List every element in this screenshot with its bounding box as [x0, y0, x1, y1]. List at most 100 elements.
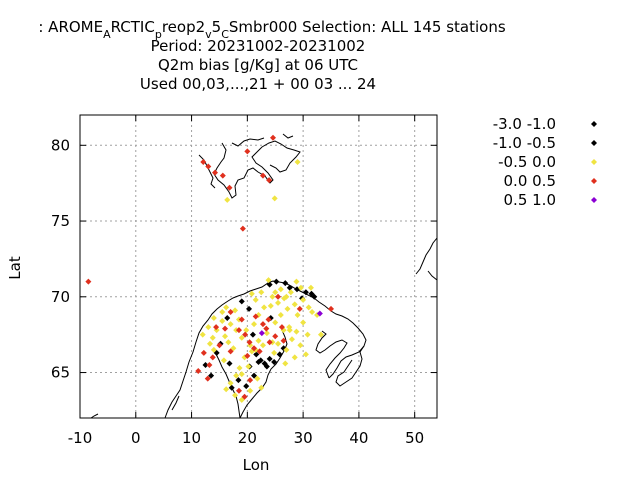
x-tick-label: 30: [294, 429, 313, 447]
data-point: [280, 337, 287, 344]
data-point: [223, 304, 230, 311]
data-point: [282, 280, 289, 287]
data-point: [275, 293, 282, 300]
data-point: [226, 184, 233, 191]
data-point: [307, 284, 314, 291]
data-point: [271, 195, 278, 202]
data-point: [220, 357, 227, 364]
legend: -3.0 -1.0-1.0 -0.5-0.5 0.00.0 0.50.5 1.0: [493, 115, 597, 209]
data-point: [277, 311, 284, 318]
chart-title-line-1: : AROMEARCTICpreop2v5CSmbr000 Selection:…: [38, 18, 505, 41]
data-point: [199, 331, 206, 338]
data-point: [291, 354, 298, 361]
data-point: [270, 134, 277, 141]
data-point: [85, 278, 92, 285]
data-point: [224, 196, 231, 203]
data-point: [238, 334, 245, 341]
data-point: [266, 355, 273, 362]
data-point: [224, 315, 231, 322]
data-point: [273, 278, 280, 285]
data-point: [210, 346, 217, 353]
chart-period: Period: 20231002-20231002: [151, 37, 366, 55]
data-point: [294, 311, 301, 318]
data-point: [252, 296, 259, 303]
y-axis-label: Lat: [6, 256, 24, 280]
plot-area: [79, 114, 438, 419]
data-point: [245, 363, 252, 370]
data-point: [241, 393, 248, 400]
data-point: [305, 304, 312, 311]
chart-used-line: Used 00,03,...,21 + 00 03 ... 24: [140, 75, 376, 93]
data-point: [247, 377, 254, 384]
data-point: [297, 342, 304, 349]
data-point: [261, 304, 268, 311]
data-point: [272, 319, 279, 326]
data-point: [227, 348, 234, 355]
data-point: [275, 299, 282, 306]
data-point: [283, 346, 290, 353]
data-point: [227, 321, 234, 328]
data-point: [216, 342, 223, 349]
data-point: [263, 325, 270, 332]
data-point: [300, 296, 307, 303]
data-point: [225, 339, 232, 346]
data-point: [244, 352, 251, 359]
data-point: [219, 318, 226, 325]
y-tick-label: 75: [51, 212, 70, 230]
data-point: [317, 331, 324, 338]
data-point: [266, 281, 273, 288]
data-point: [296, 305, 303, 312]
data-points: [85, 134, 335, 403]
data-point: [265, 316, 272, 323]
plot-frame: [79, 114, 438, 419]
legend-marker: [591, 121, 597, 127]
data-point: [271, 349, 278, 356]
data-point: [246, 339, 253, 346]
data-point: [251, 372, 258, 379]
legend-marker: [591, 178, 597, 184]
data-point: [206, 340, 213, 347]
data-point: [255, 358, 262, 365]
data-point: [309, 308, 316, 315]
data-point: [238, 298, 245, 305]
data-point: [248, 290, 255, 297]
data-point: [202, 361, 209, 368]
data-point: [288, 336, 295, 343]
data-point: [223, 386, 230, 393]
data-point: [219, 172, 226, 179]
data-point: [258, 289, 265, 296]
data-point: [253, 351, 260, 358]
x-tick-label: 10: [182, 429, 201, 447]
data-point: [259, 321, 266, 328]
data-point: [222, 333, 229, 340]
legend-marker: [591, 140, 597, 146]
legend-marker: [591, 197, 597, 203]
data-point: [259, 172, 266, 179]
data-point: [266, 339, 273, 346]
data-point: [232, 392, 239, 399]
data-point: [205, 163, 212, 170]
data-point: [243, 383, 250, 390]
data-point: [219, 308, 226, 315]
data-point: [328, 305, 335, 312]
grid-lines: [80, 115, 437, 418]
data-point: [269, 293, 276, 300]
y-tick-label: 65: [51, 364, 70, 382]
data-point: [297, 284, 304, 291]
data-point: [281, 295, 288, 302]
data-point: [254, 375, 261, 382]
data-point: [316, 310, 323, 317]
data-point: [227, 308, 234, 315]
y-tick-label: 80: [51, 136, 70, 154]
data-point: [244, 148, 251, 155]
data-point: [236, 365, 243, 372]
chart-parameter: Q2m bias [g/Kg] at 06 UTC: [158, 56, 358, 74]
data-point: [205, 324, 212, 331]
data-point: [293, 278, 300, 285]
data-point: [235, 327, 242, 334]
data-point: [286, 327, 293, 334]
data-point: [272, 333, 279, 340]
data-point: [213, 324, 220, 331]
data-point: [246, 305, 253, 312]
